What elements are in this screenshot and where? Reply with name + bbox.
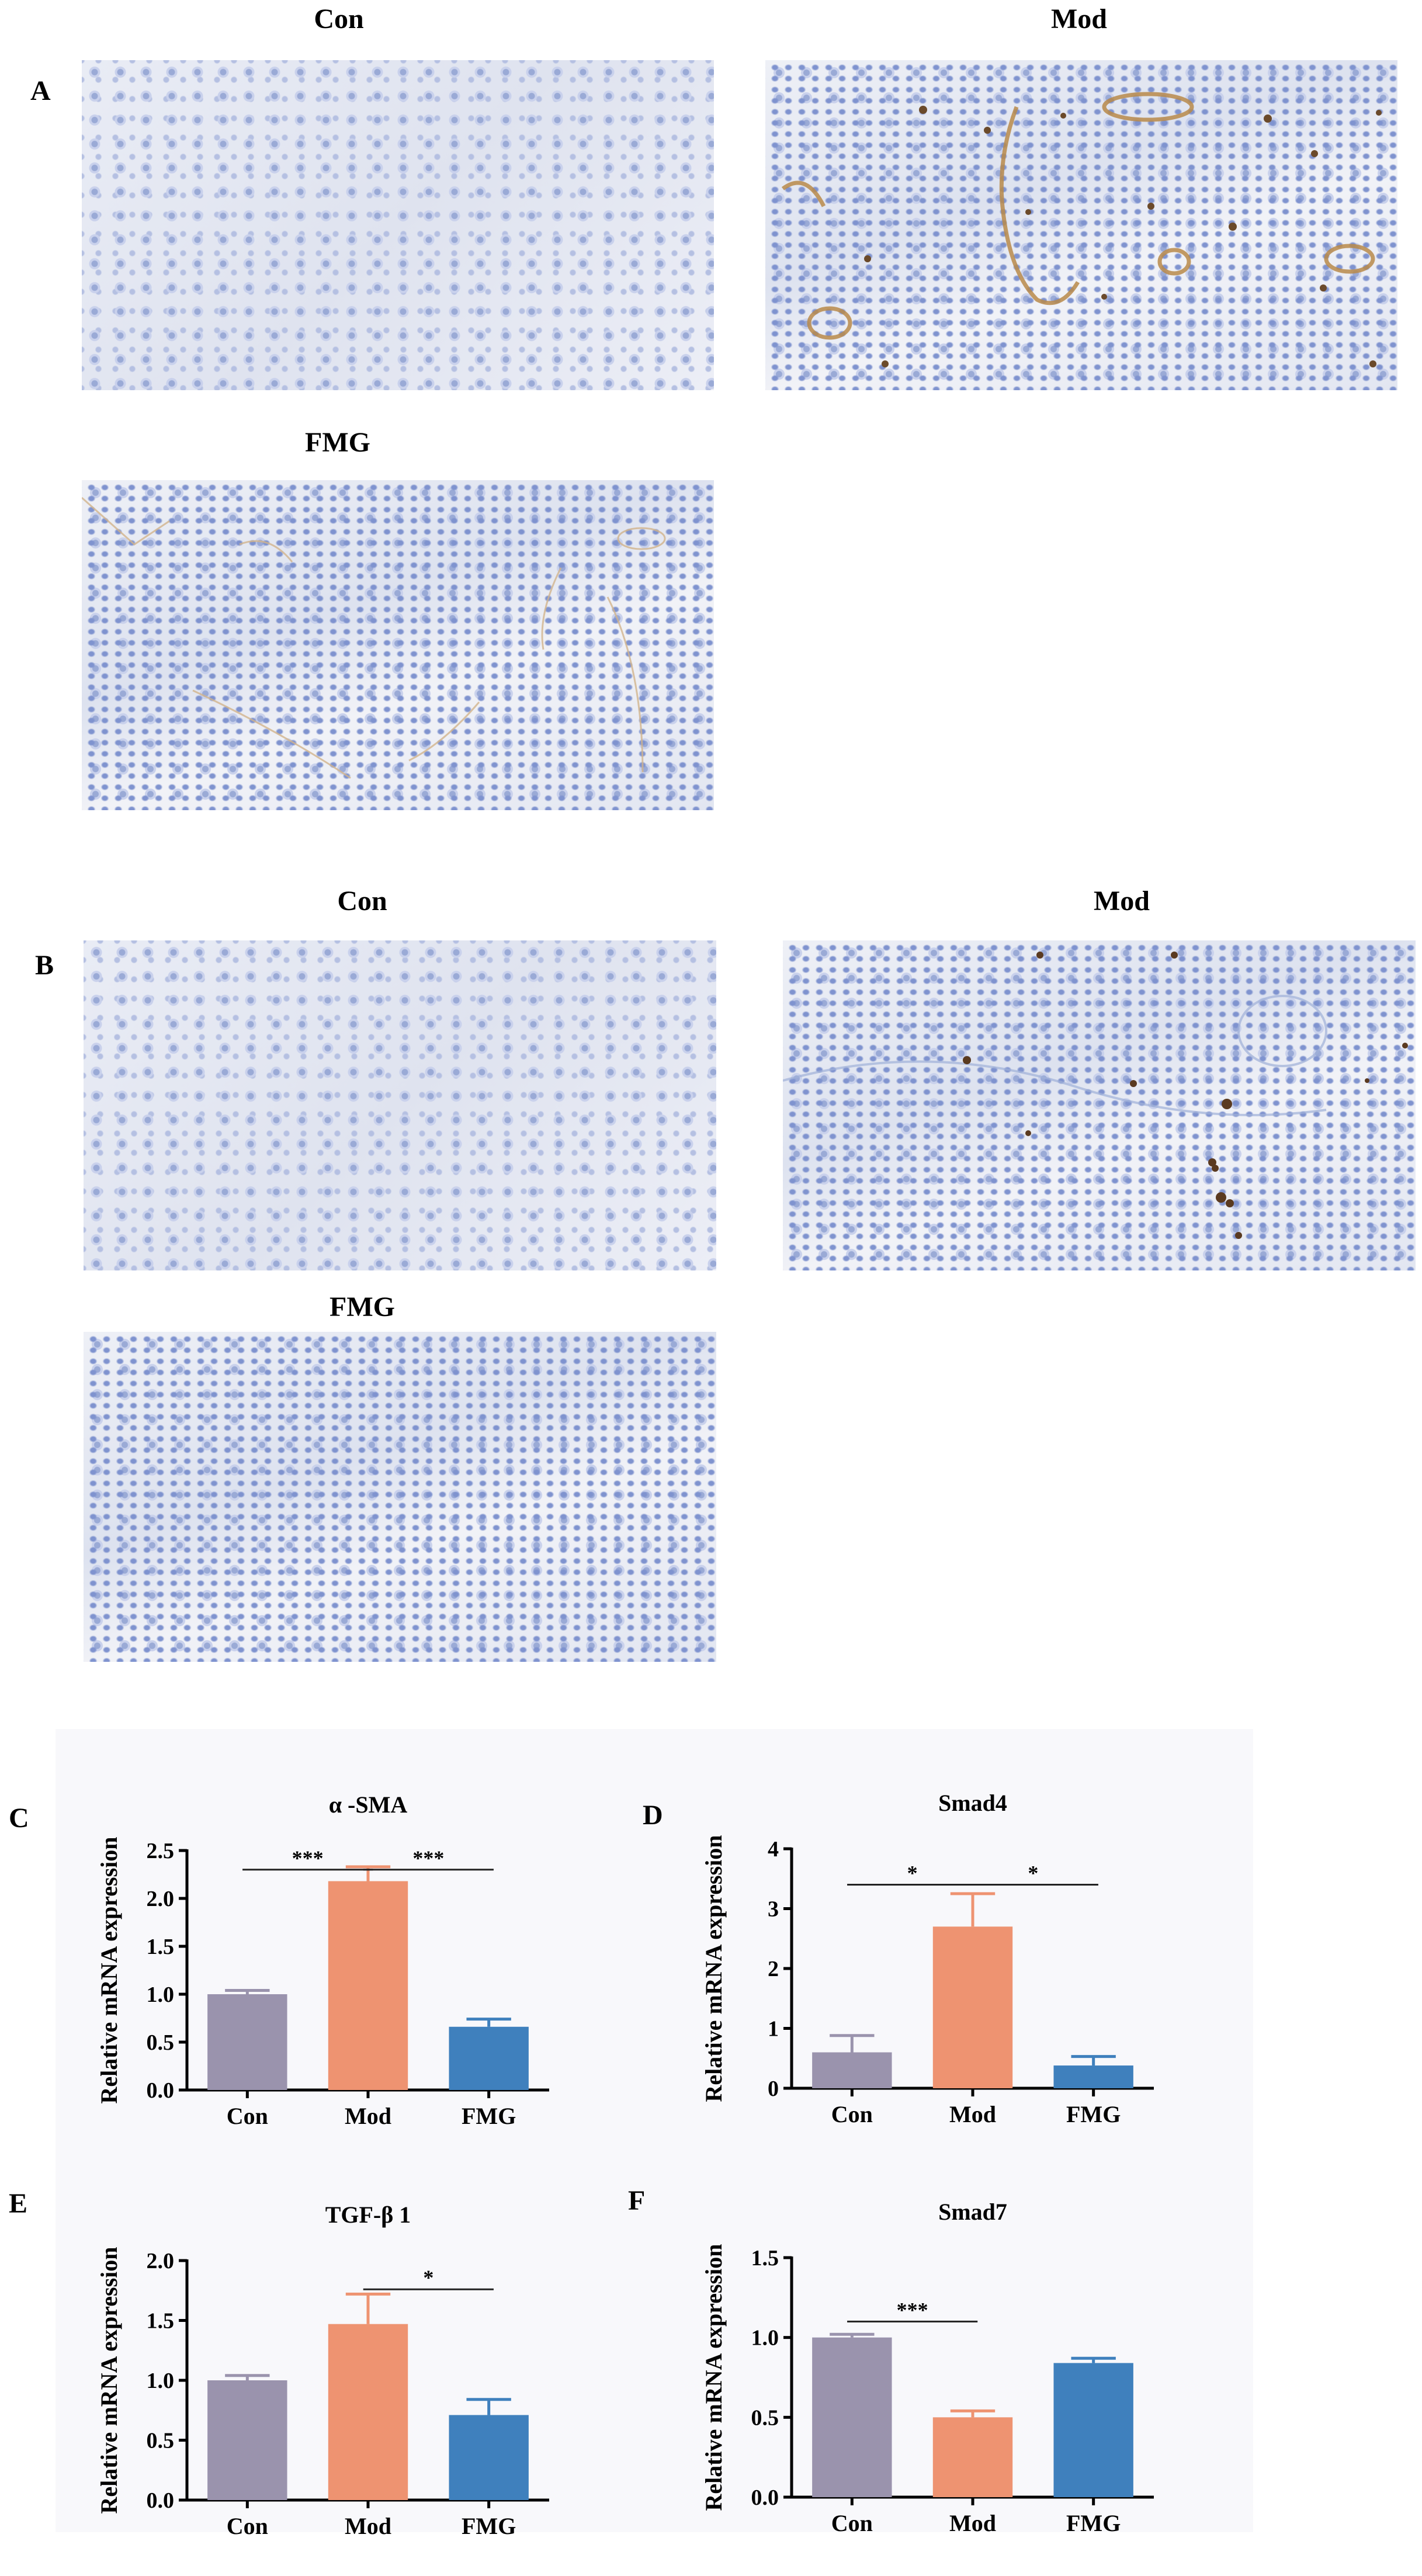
- bar-fmg: [1053, 2065, 1133, 2088]
- micrograph-b-con: [84, 940, 716, 1270]
- micrograph-b-fmg: [84, 1332, 716, 1662]
- x-tick-label-mod: Mod: [345, 2103, 391, 2129]
- micrograph-a-mod: [765, 60, 1397, 390]
- x-tick-label-fmg: FMG: [1066, 2101, 1121, 2127]
- chart-title: Smad4: [938, 1790, 1007, 1816]
- y-tick-label: 0.5: [147, 2030, 175, 2055]
- significance-label: *: [423, 2266, 433, 2289]
- bar-mod: [932, 2417, 1013, 2497]
- micrograph-a-con: [82, 60, 714, 390]
- y-tick-label: 0.0: [147, 2488, 175, 2513]
- panel-letter-b: B: [35, 950, 54, 981]
- micrograph-b-mod: [783, 940, 1416, 1270]
- y-tick-label: 4: [768, 1837, 779, 1862]
- y-axis-label: Relative mRNA expression: [700, 2244, 727, 2511]
- y-tick-label: 0: [768, 2077, 779, 2101]
- y-tick-label: 2: [768, 1957, 779, 1981]
- bar-con: [207, 2380, 287, 2500]
- bar-con: [812, 2052, 892, 2088]
- bar-con: [812, 2337, 892, 2497]
- y-axis-label: Relative mRNA expression: [96, 1837, 122, 2104]
- x-tick-label-con: Con: [227, 2513, 268, 2539]
- y-tick-label: 1.0: [147, 2369, 175, 2393]
- image-title-b-mod: Mod: [1094, 886, 1150, 916]
- x-tick-label-fmg: FMG: [462, 2103, 516, 2129]
- y-tick-label: 0.0: [147, 2078, 175, 2103]
- panel-letter-a: A: [30, 75, 51, 106]
- y-axis-label: Relative mRNA expression: [96, 2247, 122, 2514]
- panel-letter-d: D: [643, 1800, 663, 1831]
- x-tick-label-fmg: FMG: [1066, 2510, 1121, 2536]
- y-tick-label: 2.0: [147, 2249, 175, 2273]
- x-tick-label-con: Con: [831, 2101, 873, 2127]
- light-stain-overlay: [82, 497, 666, 779]
- y-tick-label: 0.0: [751, 2485, 779, 2510]
- x-tick-label-fmg: FMG: [462, 2513, 516, 2539]
- panel-letter-f: F: [628, 2185, 646, 2216]
- significance-label: *: [907, 1862, 918, 1885]
- panel-letter-e: E: [9, 2188, 28, 2219]
- x-tick-label-con: Con: [831, 2510, 873, 2536]
- bar-fmg: [449, 2415, 529, 2500]
- x-tick-label-mod: Mod: [345, 2513, 391, 2539]
- y-tick-label: 2.0: [147, 1887, 175, 1911]
- chart-c-alpha-sma: α -SMA Relative mRNA expression 0.0 0.5 1.0 1…: [96, 1792, 549, 2129]
- image-title-a-fmg: FMG: [305, 427, 370, 458]
- bar-fmg: [449, 2026, 529, 2090]
- bar-con: [207, 1994, 287, 2090]
- chart-f-smad7: Smad7 Relative mRNA expression 0.0 0.5 1.0 1.…: [700, 2199, 1154, 2536]
- micrograph-a-fmg: [82, 480, 714, 810]
- y-tick-label: 1.5: [147, 1935, 175, 1959]
- bar-fmg: [1053, 2363, 1133, 2497]
- bar-mod: [932, 1926, 1013, 2088]
- y-tick-label: 1.0: [147, 1983, 175, 2007]
- panel-letter-c: C: [9, 1803, 29, 1834]
- x-tick-label-mod: Mod: [949, 2101, 996, 2127]
- y-tick-label: 0.5: [147, 2429, 175, 2453]
- image-title-a-con: Con: [314, 4, 364, 34]
- significance-label: ***: [897, 2298, 928, 2321]
- brown-stain-overlay: [781, 92, 1382, 367]
- significance-label: *: [1028, 1862, 1038, 1885]
- chart-title: TGF-β 1: [325, 2202, 411, 2228]
- y-tick-label: 1.5: [147, 2309, 175, 2334]
- chart-d-smad4: Smad4 Relative mRNA expression 0 1 2 3 4 Con Mod…: [700, 1790, 1154, 2127]
- x-tick-label-con: Con: [227, 2103, 268, 2129]
- y-tick-label: 0.5: [751, 2405, 779, 2430]
- y-tick-label: 1.0: [751, 2326, 779, 2351]
- y-axis-label: Relative mRNA expression: [700, 1835, 727, 2102]
- y-tick-label: 2.5: [147, 1839, 175, 1863]
- significance-label: ***: [292, 1846, 324, 1870]
- brown-stain-overlay: [783, 952, 1408, 1239]
- image-title-b-fmg: FMG: [330, 1292, 395, 1322]
- bar-mod: [328, 1881, 408, 2090]
- chart-title: Smad7: [938, 2199, 1007, 2225]
- image-title-b-con: Con: [337, 886, 387, 916]
- y-tick-label: 3: [768, 1897, 779, 1922]
- chart-title: α -SMA: [329, 1792, 408, 1818]
- chart-e-tgf-beta1: TGF-β 1 Relative mRNA expression 0.0 0.5 1.0…: [96, 2202, 549, 2539]
- y-tick-label: 1.5: [751, 2246, 779, 2271]
- significance-label: ***: [412, 1846, 444, 1870]
- x-tick-label-mod: Mod: [949, 2510, 996, 2536]
- bar-mod: [328, 2324, 408, 2500]
- y-tick-label: 1: [768, 2017, 779, 2042]
- image-title-a-mod: Mod: [1051, 4, 1107, 34]
